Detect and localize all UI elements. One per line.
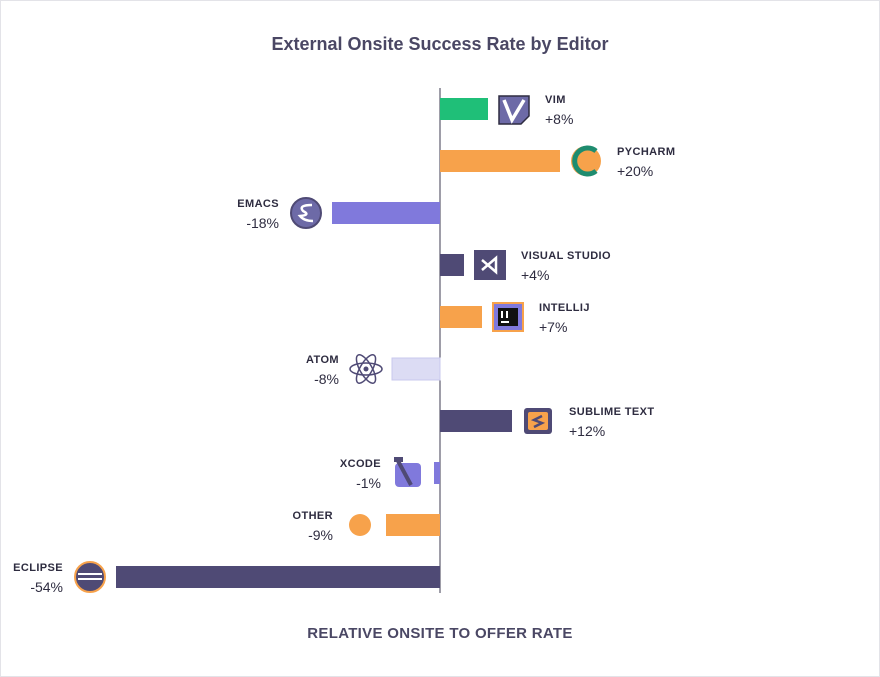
category-label-xcode: XCODE [340, 458, 381, 470]
bar-row-intellij: INTELLIJ +7% [440, 302, 590, 335]
emacs-icon [290, 197, 322, 229]
bar-atom [391, 357, 441, 381]
category-label-intellij: INTELLIJ [539, 302, 590, 314]
sublime-text-icon [524, 408, 552, 434]
value-label-atom: -8% [314, 371, 339, 387]
chart-title: External Onsite Success Rate by Editor [271, 34, 609, 54]
x-axis-label: RELATIVE ONSITE TO OFFER RATE [307, 625, 573, 642]
bar-vim [440, 98, 488, 120]
bar-visual-studio [440, 254, 464, 276]
bar-row-atom: ATOM -8% [306, 354, 441, 387]
pycharm-icon [571, 145, 601, 177]
eclipse-icon [74, 561, 106, 593]
value-label-pycharm: +20% [617, 163, 653, 179]
bar-row-visual-studio: VISUAL STUDIO +4% [440, 250, 611, 283]
bar-row-vim: VIM +8% [440, 94, 573, 127]
category-label-atom: ATOM [306, 354, 339, 366]
bars-group: VIM +8% PYCHARM +20% EMACS -18% VISUAL STUDIO +… [13, 94, 675, 595]
intellij-icon [492, 302, 524, 332]
value-label-sublime-text: +12% [569, 423, 605, 439]
category-label-vim: VIM [545, 94, 566, 106]
xcode-icon [394, 457, 421, 487]
bar-row-pycharm: PYCHARM +20% [440, 145, 675, 179]
value-label-xcode: -1% [356, 475, 381, 491]
atom-icon [349, 354, 383, 384]
value-label-emacs: -18% [246, 215, 279, 231]
bar-row-xcode: XCODE -1% [340, 457, 440, 491]
category-label-emacs: EMACS [237, 198, 279, 210]
vim-icon [498, 95, 530, 125]
bar-row-sublime-text: SUBLIME TEXT +12% [440, 406, 654, 439]
bar-row-other: OTHER -9% [293, 510, 440, 543]
bar-sublime-text [440, 410, 512, 432]
other-icon [349, 514, 371, 536]
bar-emacs [332, 202, 440, 224]
bar-intellij [440, 306, 482, 328]
category-label-eclipse: ECLIPSE [13, 562, 63, 574]
bar-pycharm [440, 150, 560, 172]
visual-studio-icon [474, 250, 506, 280]
value-label-vim: +8% [545, 111, 573, 127]
bar-row-emacs: EMACS -18% [237, 197, 440, 231]
value-label-visual-studio: +4% [521, 267, 549, 283]
value-label-eclipse: -54% [30, 579, 63, 595]
bar-eclipse [116, 566, 440, 588]
category-label-visual-studio: VISUAL STUDIO [521, 250, 611, 262]
bar-other [386, 514, 440, 536]
bar-xcode [434, 462, 440, 484]
category-label-sublime-text: SUBLIME TEXT [569, 406, 654, 418]
value-label-other: -9% [308, 527, 333, 543]
value-label-intellij: +7% [539, 319, 567, 335]
bar-row-eclipse: ECLIPSE -54% [13, 561, 440, 595]
category-label-pycharm: PYCHARM [617, 146, 675, 158]
category-label-other: OTHER [293, 510, 334, 522]
